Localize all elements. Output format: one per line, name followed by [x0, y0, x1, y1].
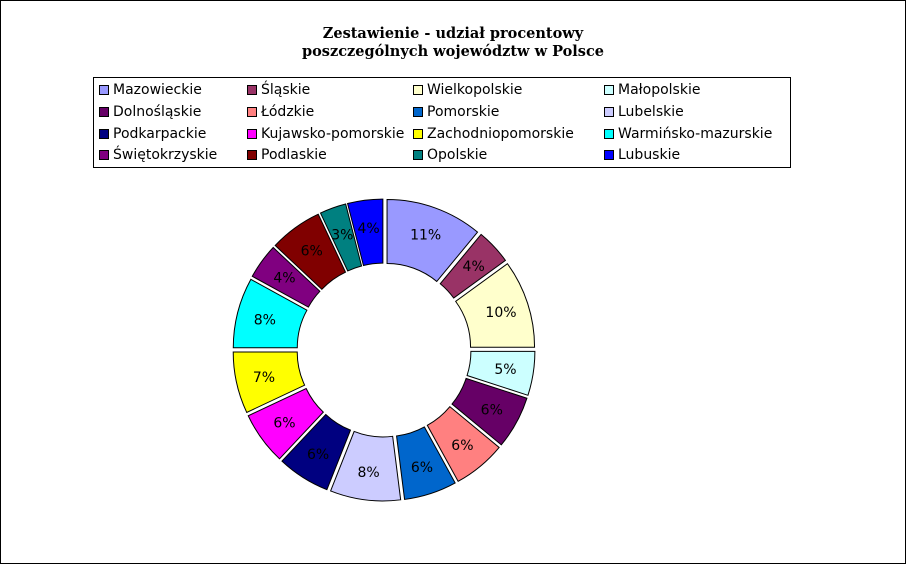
legend-swatch [247, 107, 257, 117]
pie-slice [281, 413, 352, 491]
legend-label: Zachodniopomorskie [427, 126, 574, 142]
legend-label: Pomorskie [427, 104, 500, 120]
slice-data-label: 5% [494, 362, 516, 378]
legend-swatch [413, 107, 423, 117]
legend-label: Podlaskie [261, 147, 327, 163]
pie-slice [329, 430, 402, 502]
slice-data-label: 11% [410, 227, 441, 243]
slice-data-label: 4% [357, 221, 379, 237]
legend-swatch [413, 129, 423, 139]
pie-slice [386, 199, 479, 283]
slice-data-label: 10% [485, 305, 516, 321]
legend-label: Lubuskie [618, 147, 681, 163]
chart-legend: Mazowieckie Śląskie Wielkopolskie Małopolsk… [93, 77, 791, 168]
pie-slice [451, 377, 528, 446]
slice-data-label: 6% [307, 447, 329, 463]
slice-data-label: 4% [463, 259, 485, 275]
legend-swatch [413, 85, 423, 95]
slice-data-label: 6% [451, 438, 473, 454]
legend-label: Lubelskie [618, 104, 684, 120]
legend-swatch [247, 85, 257, 95]
slice-data-label: 3% [331, 227, 353, 243]
legend-label: Dolnośląskie [113, 104, 202, 120]
pie-slice [251, 246, 321, 308]
pie-slice [247, 387, 325, 460]
legend-swatch [604, 129, 614, 139]
chart-title: Zestawienie - udział procentowy poszczeg… [1, 25, 905, 61]
legend-swatch [604, 107, 614, 117]
pie-slice [232, 351, 306, 414]
legend-swatch [99, 85, 109, 95]
pie-slice [395, 426, 456, 500]
legend-swatch [604, 85, 614, 95]
slice-data-label: 6% [411, 460, 433, 476]
slice-data-label: 8% [254, 312, 276, 328]
slice-data-label: 7% [253, 370, 275, 386]
pie-slice [232, 278, 308, 349]
legend-swatch [99, 150, 109, 160]
slice-data-label: 4% [273, 271, 295, 287]
chart-title-line-2: poszczególnych województw w Polsce [301, 43, 605, 60]
pie-slice [346, 198, 384, 267]
legend-swatch [99, 107, 109, 117]
legend-swatch [413, 150, 423, 160]
pie-slice [274, 213, 347, 291]
legend-label: Opolskie [427, 147, 488, 163]
slice-data-label: 6% [273, 415, 295, 431]
slice-data-label: 8% [357, 465, 379, 481]
legend-label: Łódzkie [261, 104, 315, 120]
legend-label: Świętokrzyskie [113, 147, 218, 163]
legend-label: Podkarpackie [113, 126, 207, 142]
legend-label: Wielkopolskie [427, 82, 523, 98]
legend-label: Kujawsko-pomorskie [261, 126, 405, 142]
legend-swatch [99, 129, 109, 139]
legend-swatch [604, 150, 614, 160]
pie-slice [426, 405, 500, 483]
legend-label: Małopolskie [618, 82, 701, 98]
legend-label: Warmińsko-mazurskie [618, 126, 773, 142]
slice-data-label: 6% [301, 243, 323, 259]
pie-slice [454, 263, 536, 348]
chart-title-line-1: Zestawienie - udział procentowy [322, 25, 584, 42]
pie-slice [319, 203, 363, 272]
pie-slice [439, 233, 507, 299]
legend-label: Mazowieckie [113, 82, 202, 98]
legend-swatch [247, 150, 257, 160]
legend-swatch [247, 129, 257, 139]
slice-data-label: 6% [481, 402, 503, 418]
legend-label: Śląskie [261, 82, 311, 98]
pie-slice [466, 350, 536, 396]
